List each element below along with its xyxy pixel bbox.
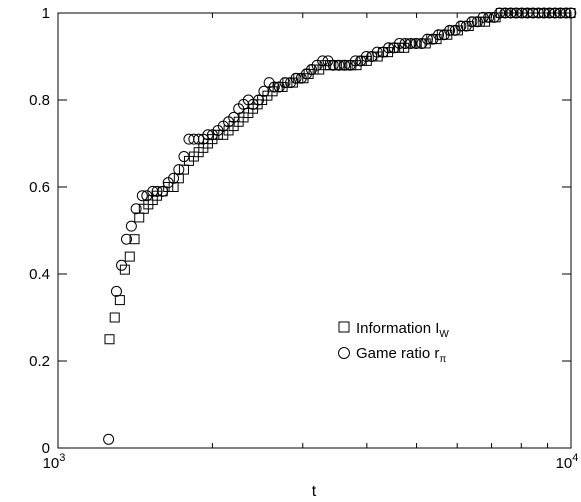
data-point-square [178, 164, 189, 175]
data-point-circle [427, 33, 439, 45]
series-1 [103, 7, 577, 445]
data-point-circle [136, 190, 148, 202]
data-point-circle [532, 7, 544, 19]
x-axis-title: t [312, 483, 317, 500]
data-point-circle [505, 7, 517, 19]
data-point-circle [499, 7, 511, 19]
data-point-square [173, 173, 184, 184]
y-tick-label: 1 [42, 5, 50, 22]
x-tick-label: 104 [556, 452, 579, 472]
legend-marker-game-ratio [338, 347, 350, 359]
data-point-circle [290, 72, 302, 84]
y-tick-label: 0.4 [29, 266, 50, 283]
data-point-circle [206, 129, 218, 141]
data-point-circle [444, 24, 456, 36]
data-point-circle [405, 37, 417, 49]
data-point-circle [110, 285, 122, 297]
data-point-circle [466, 16, 478, 28]
data-point-circle [327, 59, 339, 71]
data-point-circle [471, 16, 483, 28]
data-point-circle [483, 11, 495, 23]
data-point-square [212, 129, 223, 140]
plot-frame [57, 12, 572, 449]
data-point-circle [560, 7, 572, 19]
y-tick-label: 0 [42, 440, 50, 457]
data-point-circle [360, 51, 372, 62]
legend-label-information: Information IW [356, 320, 449, 340]
data-point-circle [494, 7, 506, 19]
data-point-circle [455, 20, 467, 32]
data-point-circle [410, 37, 422, 49]
data-point-circle [460, 20, 472, 32]
data-point-circle [168, 172, 180, 184]
data-point-square [119, 264, 130, 275]
data-point-circle [371, 46, 383, 58]
data-point-circle [202, 129, 214, 141]
data-point-circle [433, 29, 445, 41]
data-point-square [104, 334, 115, 345]
data-point-circle [130, 203, 142, 215]
data-point-circle [549, 7, 561, 19]
data-point-circle [527, 7, 539, 19]
legend-marker-information [338, 321, 350, 333]
axis-ticks [57, 12, 572, 449]
data-point-circle [399, 37, 411, 49]
data-point-square [109, 312, 120, 323]
data-point-circle [228, 111, 240, 123]
data-point-circle [151, 185, 163, 197]
data-point-circle [178, 151, 190, 163]
data-point-square [129, 234, 140, 245]
data-point-circle [279, 77, 291, 89]
data-point-circle [125, 220, 137, 232]
data-point-circle [116, 259, 128, 271]
y-tick-label: 0.6 [29, 179, 50, 196]
data-point-circle [565, 7, 577, 19]
data-point-circle [141, 190, 153, 202]
data-point-square [163, 182, 174, 192]
data-point-circle [393, 37, 405, 49]
data-point-circle [488, 11, 500, 23]
legend-label-game-ratio: Game ratio rπ [356, 345, 446, 365]
data-point-circle [268, 81, 280, 93]
data-point-circle [377, 46, 389, 58]
data-point-circle [349, 55, 361, 67]
data-point-circle [333, 59, 345, 71]
data-point-circle [311, 59, 323, 71]
data-point-circle [273, 81, 285, 93]
data-point-square [134, 212, 145, 223]
data-point-circle [339, 59, 351, 71]
data-point-circle [510, 7, 522, 19]
data-point-circle [516, 7, 528, 19]
data-point-circle [317, 55, 329, 67]
legend: Information IW Game ratio rπ [338, 320, 449, 365]
data-point-circle [416, 37, 428, 49]
data-point-circle [193, 133, 205, 145]
data-point-circle [247, 98, 259, 110]
y-tick-label: 0.2 [29, 353, 50, 370]
series-layer [103, 7, 577, 445]
data-point-square [124, 251, 135, 262]
data-point-circle [157, 185, 169, 197]
data-point-circle [253, 94, 265, 106]
data-point-circle [258, 85, 270, 97]
data-point-circle [121, 233, 133, 245]
series-0 [104, 8, 576, 345]
data-point-circle [521, 7, 533, 19]
data-point-circle [477, 11, 489, 23]
data-point-circle [383, 42, 395, 54]
data-point-circle [449, 24, 461, 36]
data-point-circle [355, 55, 367, 67]
data-point-circle [543, 7, 555, 19]
data-point-circle [421, 33, 433, 45]
axis-tick-labels: 0 0.2 0.4 0.6 0.8 1 103 104 [29, 5, 578, 472]
data-point-circle [173, 164, 185, 176]
data-point-circle [306, 64, 318, 76]
x-tick-label: 103 [43, 452, 66, 472]
y-tick-label: 0.8 [29, 92, 50, 109]
data-point-square [114, 295, 125, 306]
data-point-circle [103, 433, 115, 445]
data-point-circle [188, 133, 200, 145]
data-point-circle [538, 7, 550, 19]
